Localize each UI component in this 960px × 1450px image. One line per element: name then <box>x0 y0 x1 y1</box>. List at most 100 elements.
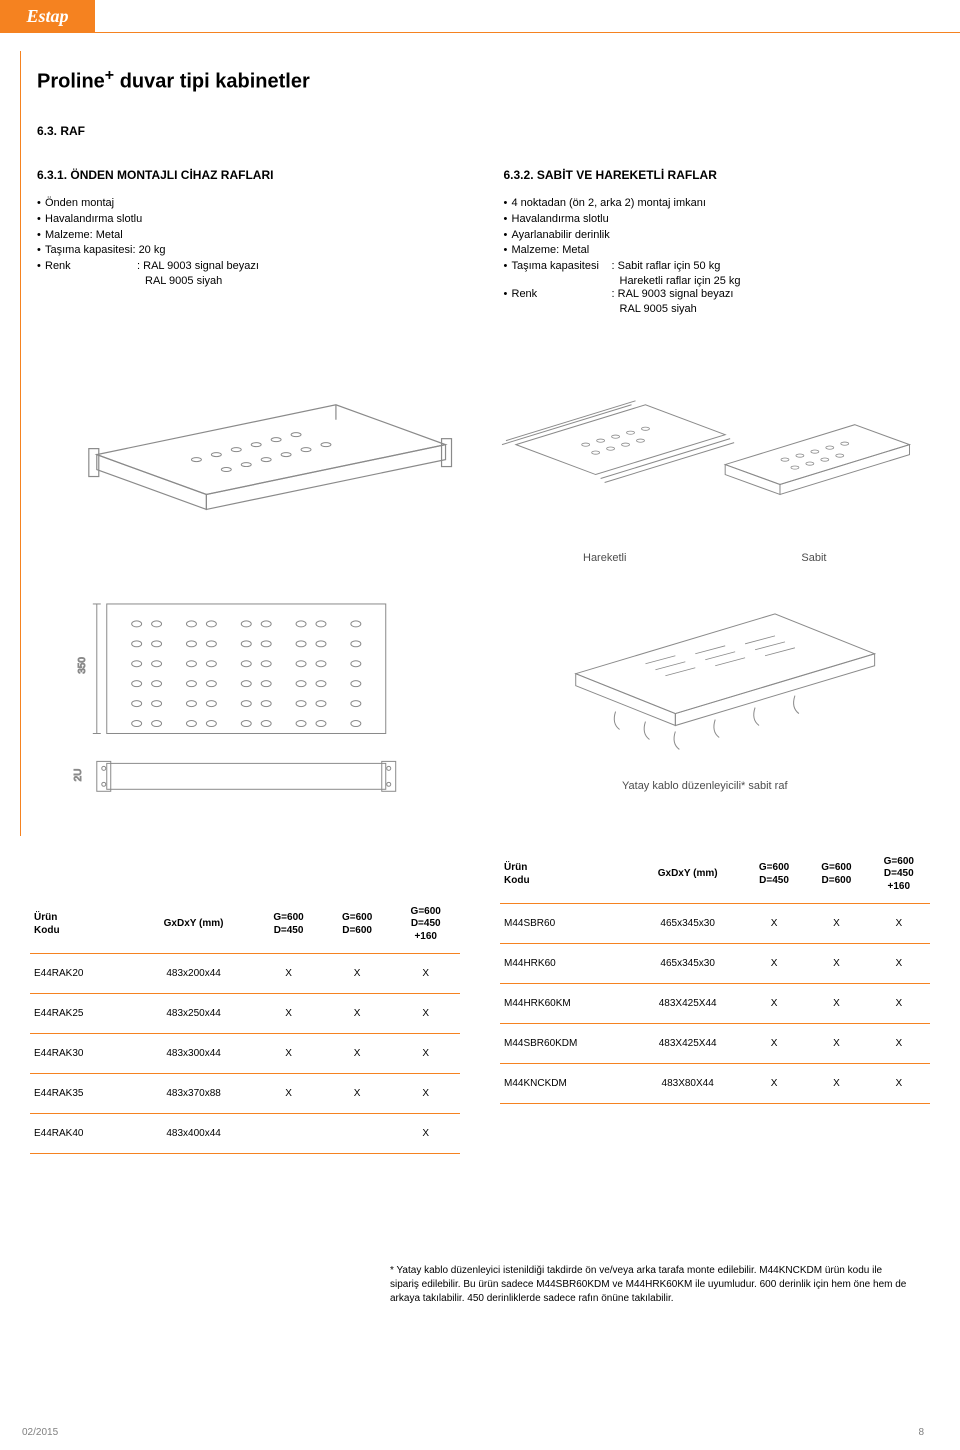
cell: M44HRK60 <box>500 944 632 984</box>
th: GxDxY (mm) <box>133 896 254 954</box>
kv-label: Renk <box>45 259 137 275</box>
cell: 483X425X44 <box>632 984 742 1024</box>
cell: E44RAK35 <box>30 1074 133 1114</box>
cell: X <box>323 1074 392 1114</box>
cell: M44KNCKDM <box>500 1064 632 1104</box>
cell: X <box>323 994 392 1034</box>
bullet: Önden montaj <box>37 196 464 212</box>
kv-extra: RAL 9005 siyah <box>504 303 931 315</box>
cell: X <box>254 1074 323 1114</box>
table-left-wrap: ÜrünKodu GxDxY (mm) G=600D=450 G=600D=60… <box>30 896 460 1155</box>
spec-columns: 6.3.1. ÖNDEN MONTAJLI CİHAZ RAFLARI Önde… <box>21 138 930 316</box>
top-rule <box>0 32 960 33</box>
title-pre: Proline <box>37 71 105 93</box>
page-title: Proline+ duvar tipi kabinetler <box>21 67 930 94</box>
cell: X <box>868 904 930 944</box>
bullet: Renk RAL 9003 signal beyazı <box>37 259 464 275</box>
table-row: E44RAK20483x200x44XXX <box>30 954 460 994</box>
bullet: Taşıma kapasitesi Sabit raflar için 50 k… <box>504 259 931 275</box>
kv-label: Taşıma kapasitesi <box>512 259 612 275</box>
cell: M44SBR60KDM <box>500 1024 632 1064</box>
cable-organizer-diagram: Yatay kablo düzenleyicili* sabit raf <box>496 594 915 792</box>
page: Estap Proline+ duvar tipi kabinetler 6.3… <box>0 0 960 1450</box>
th: ÜrünKodu <box>30 896 133 954</box>
cell: X <box>391 1074 460 1114</box>
shelf-front-icon: 350 <box>37 594 456 813</box>
cell: E44RAK40 <box>30 1114 133 1154</box>
cell: E44RAK25 <box>30 994 133 1034</box>
fixed-sliding-shelf-diagram: Hareketli Sabit <box>496 345 915 563</box>
cell: E44RAK30 <box>30 1034 133 1074</box>
bullet: Havalandırma slotlu <box>37 212 464 228</box>
dim-2u: 2U <box>73 768 84 781</box>
cell: X <box>391 1034 460 1074</box>
cell: X <box>391 994 460 1034</box>
cell: X <box>805 984 867 1024</box>
cell <box>254 1114 323 1154</box>
right-bullets: 4 noktadan (ön 2, arka 2) montaj imkanı … <box>504 196 931 276</box>
table-row: E44RAK25483x250x44XXX <box>30 994 460 1034</box>
table-row: M44SBR60KDM483X425X44XXX <box>500 1024 930 1064</box>
diagram-labels: Hareketli Sabit <box>496 552 915 564</box>
cell: X <box>323 954 392 994</box>
cell: X <box>254 954 323 994</box>
cell: 483x300x44 <box>133 1034 254 1074</box>
kv-value: Sabit raflar için 50 kg <box>612 259 721 275</box>
cell: 483x370x88 <box>133 1074 254 1114</box>
right-col: 6.3.2. SABİT VE HAREKETLİ RAFLAR 4 nokta… <box>504 138 931 316</box>
shelf-iso-icon <box>37 345 456 544</box>
cell: M44SBR60 <box>500 904 632 944</box>
right-bullets2: Renk RAL 9003 signal beyazı <box>504 287 931 303</box>
th: G=600D=600 <box>805 846 867 904</box>
content-frame: Proline+ duvar tipi kabinetler 6.3. RAF … <box>20 51 930 836</box>
kv-extra: RAL 9005 siyah <box>37 275 464 287</box>
organizer-shelf-icon <box>496 594 915 773</box>
table-row: M44HRK60465x345x30XXX <box>500 944 930 984</box>
th: GxDxY (mm) <box>632 846 742 904</box>
organizer-row: 350 <box>21 574 930 826</box>
cell: X <box>323 1034 392 1074</box>
cell: X <box>743 904 805 944</box>
cell: X <box>743 984 805 1024</box>
th: G=600D=450 <box>743 846 805 904</box>
table-right-wrap: ÜrünKodu GxDxY (mm) G=600D=450 G=600D=60… <box>500 846 930 1105</box>
bullet: Havalandırma slotlu <box>504 212 931 228</box>
table-row: E44RAK30483x300x44XXX <box>30 1034 460 1074</box>
tbody-right: M44SBR60465x345x30XXXM44HRK60465x345x30X… <box>500 904 930 1104</box>
cell: 483x250x44 <box>133 994 254 1034</box>
cell: X <box>868 1064 930 1104</box>
kv-value: 20 kg <box>132 243 165 259</box>
cell: X <box>868 1024 930 1064</box>
cell: 483X80X44 <box>632 1064 742 1104</box>
cell: X <box>254 1034 323 1074</box>
th: G=600D=600 <box>323 896 392 954</box>
table-left: ÜrünKodu GxDxY (mm) G=600D=450 G=600D=60… <box>30 896 460 1155</box>
table-row: E44RAK40483x400x44X <box>30 1114 460 1154</box>
page-footer: 02/2015 8 <box>22 1427 924 1438</box>
right-heading: 6.3.2. SABİT VE HAREKETLİ RAFLAR <box>504 168 931 182</box>
cell: E44RAK20 <box>30 954 133 994</box>
cell: X <box>805 1024 867 1064</box>
kv-value: RAL 9003 signal beyazı <box>137 259 259 275</box>
th: G=600D=450 <box>254 896 323 954</box>
footer-date: 02/2015 <box>22 1427 58 1438</box>
cell: M44HRK60KM <box>500 984 632 1024</box>
bullet: Malzeme: Metal <box>504 243 931 259</box>
footer-page-number: 8 <box>918 1427 924 1438</box>
left-heading: 6.3.1. ÖNDEN MONTAJLI CİHAZ RAFLARI <box>37 168 464 182</box>
kv-label: Taşıma kapasitesi <box>45 243 132 259</box>
table-right: ÜrünKodu GxDxY (mm) G=600D=450 G=600D=60… <box>500 846 930 1105</box>
cell: X <box>254 994 323 1034</box>
footnote: * Yatay kablo düzenleyici istenildiği ta… <box>360 1174 960 1306</box>
cell: X <box>805 1064 867 1104</box>
cell: X <box>743 944 805 984</box>
cell: X <box>805 944 867 984</box>
cell: 483X425X44 <box>632 1024 742 1064</box>
title-plus: + <box>105 67 114 84</box>
front-view-diagram: 350 <box>37 594 456 816</box>
left-col: 6.3.1. ÖNDEN MONTAJLI CİHAZ RAFLARI Önde… <box>37 138 464 316</box>
section-number: 6.3. RAF <box>21 124 930 138</box>
kv-label: Renk <box>512 287 612 303</box>
th: G=600D=450+160 <box>391 896 460 954</box>
front-mount-shelf-diagram <box>37 345 456 563</box>
